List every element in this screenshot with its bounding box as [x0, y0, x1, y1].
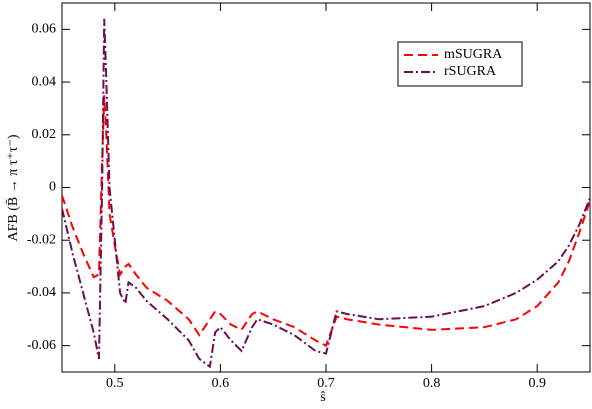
series-line [62, 18, 590, 369]
x-tick-label: 0.9 [528, 376, 546, 391]
y-tick-label: -0.02 [27, 232, 56, 247]
y-tick-label: 0.02 [32, 127, 57, 142]
y-tick-label: 0.04 [32, 74, 57, 89]
series-line [62, 95, 590, 348]
y-tick-label: 0.06 [32, 22, 57, 37]
x-tick-label: 0.8 [423, 376, 441, 391]
y-axis-label: AFB (B̄ → π τ⁺τ⁻) [6, 134, 22, 241]
plot-lines [62, 18, 590, 369]
y-tick-label: -0.06 [27, 338, 56, 353]
legend-label: rSUGRA [444, 64, 497, 79]
x-tick-label: 0.7 [317, 376, 335, 391]
y-tick-label: -0.04 [27, 285, 56, 300]
legend-label: mSUGRA [444, 47, 503, 62]
x-tick-label: 0.5 [106, 376, 124, 391]
y-tick-label: 0 [49, 180, 56, 195]
legend-box [397, 41, 523, 87]
x-tick-label: 0.6 [212, 376, 230, 391]
x-axis-label: ŝ [320, 390, 325, 405]
